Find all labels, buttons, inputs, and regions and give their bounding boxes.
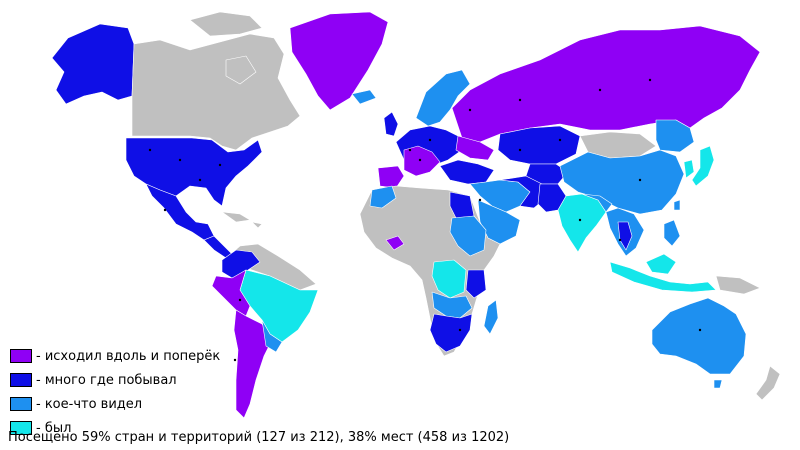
legend-item-seen-some: - кое-что видел [10,392,220,416]
region-tanzania [465,269,487,299]
region-west-africa-spot [385,235,405,251]
region-tasmania [713,379,723,389]
region-korea [683,159,695,179]
region-new-guinea [715,275,761,295]
region-philippines [663,219,681,247]
legend-label: - исходил вдоль и поперёк [36,348,221,364]
region-thailand [617,221,633,251]
region-taiwan [673,199,681,211]
legend-swatch [10,373,32,387]
region-greenland [289,11,389,111]
legend-label: - много где побывал [36,372,177,388]
region-iberia [377,165,405,189]
legend-swatch [10,421,32,435]
legend-item-was: - был [10,416,220,440]
region-chile-argentina [233,309,273,419]
region-australia [651,297,747,375]
map-legend: - исходил вдоль и поперёк - много где по… [10,344,220,440]
region-central-america [203,235,233,259]
region-arctic-islands [189,11,263,85]
region-malaysia-borneo [645,253,677,275]
legend-swatch [10,349,32,363]
region-uk [383,111,399,137]
visit-summary: Посещено 59% стран и территорий (127 из … [8,430,510,445]
region-morocco [369,185,397,209]
region-scandinavia [415,69,471,127]
region-balkans-turkey [439,159,495,185]
region-alaska [51,23,135,105]
region-peru-bolivia [211,269,251,317]
legend-label: - кое-что видел [36,396,143,412]
visited-places [148,78,702,362]
region-usa [125,137,263,207]
region-new-zealand [755,365,781,401]
region-nepal-bangladesh [581,193,613,213]
region-congo [431,259,467,299]
region-caribbean [221,211,263,229]
legend-label: - был [36,420,72,436]
region-central-europe [403,145,441,177]
region-paraguay-uruguay [261,319,283,353]
region-ethiopia-sudan [449,215,487,257]
region-canada [131,33,301,151]
region-ukraine [455,135,495,161]
region-iran [499,175,547,209]
region-russia [451,25,761,143]
region-japan [691,145,715,187]
region-indonesia [609,261,717,293]
legend-swatch [10,397,32,411]
region-southern-africa [429,313,473,353]
region-angola-zambia [431,291,473,319]
legend-item-explored: - исходил вдоль и поперёк [10,344,220,368]
region-india [557,193,607,253]
legend-item-visited-much: - много где побывал [10,368,220,392]
region-manchuria [655,119,695,153]
region-kazakhstan [497,125,581,165]
region-colombia-venezuela [221,249,261,279]
region-madagascar [483,299,499,335]
region-iceland [351,89,377,105]
